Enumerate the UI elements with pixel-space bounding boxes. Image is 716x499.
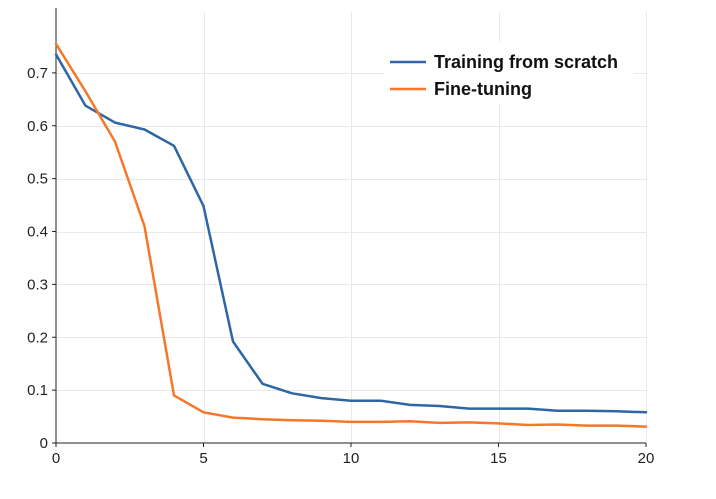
- y-tick-label: 0: [40, 435, 48, 452]
- y-tick-label: 0.6: [27, 118, 48, 135]
- x-tick-label: 20: [638, 450, 655, 467]
- legend-label: Training from scratch: [434, 52, 618, 72]
- series-layer: [54, 42, 648, 428]
- y-tick-label: 0.5: [27, 171, 48, 188]
- series-line-fine-tuning: [54, 42, 648, 428]
- y-tick-label: 0.7: [27, 65, 48, 82]
- y-tick-label: 0.1: [27, 382, 48, 399]
- x-tick-label: 15: [490, 450, 507, 467]
- y-tick-label: 0.4: [27, 224, 48, 241]
- legend-background: [384, 42, 634, 104]
- axis-layer: [52, 8, 647, 447]
- y-tick-label: 0.3: [27, 276, 48, 293]
- series-line-training-from-scratch: [54, 53, 648, 414]
- tick-labels: 0 0.1 0.2 0.3 0.4 0.5 0.6 0.7 0 5 10 15 20: [27, 65, 654, 467]
- x-tick-label: 0: [52, 450, 60, 467]
- legend-label: Fine-tuning: [434, 79, 532, 99]
- x-tick-label: 10: [343, 450, 360, 467]
- y-tick-label: 0.2: [27, 329, 48, 346]
- legend: Training from scratch Fine-tuning: [384, 42, 634, 104]
- x-tick-label: 5: [199, 450, 207, 467]
